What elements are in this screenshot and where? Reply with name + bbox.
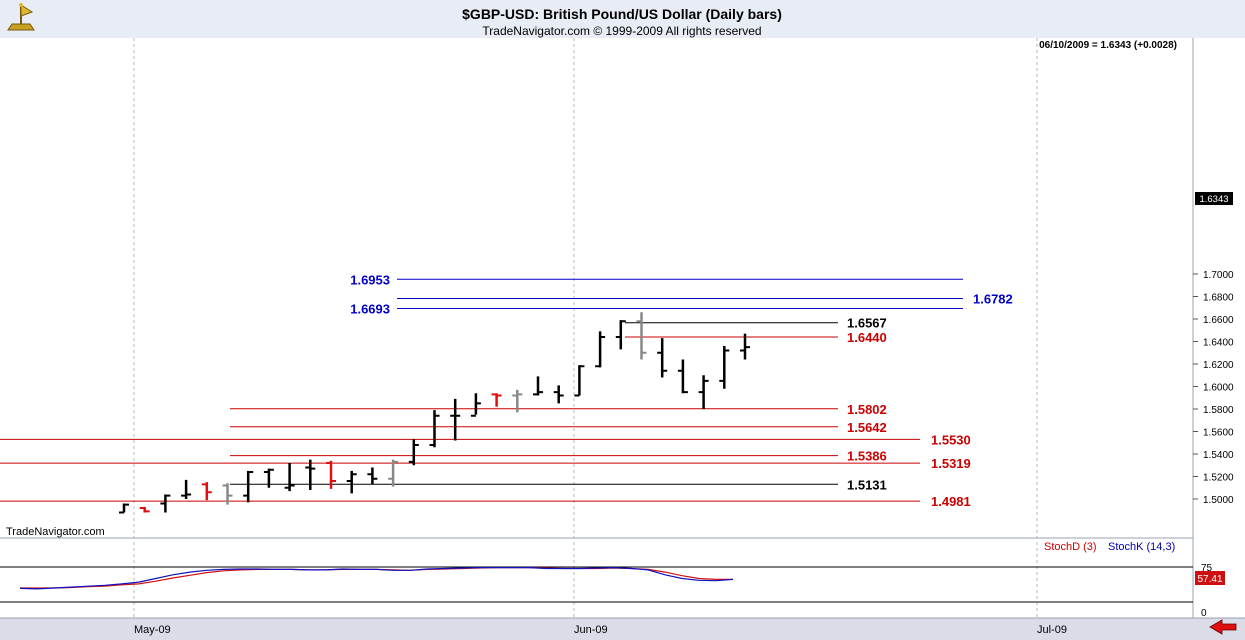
chart-title: $GBP-USD: British Pound/US Dollar (Daily… bbox=[462, 6, 782, 22]
ohlc-bar bbox=[429, 410, 440, 448]
price-tick-label: 1.6200 bbox=[1203, 360, 1234, 371]
ohlc-bar bbox=[740, 333, 750, 360]
time-axis: May-09 Jun-09 Jul-09 bbox=[134, 624, 1067, 636]
ohlc-bar bbox=[263, 468, 274, 488]
title-bar bbox=[0, 0, 1245, 38]
ohlc-bar bbox=[201, 482, 212, 501]
level-label: 1.6440 bbox=[847, 330, 887, 345]
price-tick-label: 1.5600 bbox=[1203, 428, 1234, 439]
ohlc-bar bbox=[553, 385, 564, 404]
ohlc-bar bbox=[326, 460, 336, 489]
level-label: 1.6782 bbox=[973, 292, 1013, 307]
trade-navigator-logo-icon bbox=[7, 3, 35, 31]
ohlc-bar bbox=[470, 393, 481, 417]
chart-subtitle: TradeNavigator.com © 1999-2009 All right… bbox=[482, 24, 761, 38]
ohlc-bar bbox=[512, 389, 523, 413]
ohlc-bar bbox=[574, 365, 585, 397]
ohlc-bar bbox=[222, 483, 233, 505]
ohlc-bar bbox=[139, 506, 150, 513]
watermark-label: TradeNavigator.com bbox=[6, 526, 105, 538]
price-tick-label: 1.6000 bbox=[1203, 383, 1234, 394]
time-tick-label: Jul-09 bbox=[1037, 624, 1067, 636]
price-tick-label: 1.5000 bbox=[1203, 495, 1234, 506]
last-price-value: 1.6343 bbox=[1199, 194, 1228, 205]
level-label: 1.5131 bbox=[847, 477, 887, 492]
ohlc-bar bbox=[615, 320, 626, 350]
last-price-tag: 1.6343 bbox=[1195, 192, 1233, 205]
ohlc-bar bbox=[491, 393, 502, 407]
ohlc-bar bbox=[636, 312, 647, 360]
stoch-k-line bbox=[19, 566, 734, 590]
ohlc-bar bbox=[305, 459, 316, 490]
ohlc-bar bbox=[243, 470, 254, 503]
ohlc-bar bbox=[284, 463, 295, 492]
time-tick-label: May-09 bbox=[134, 624, 171, 636]
level-label: 1.5802 bbox=[847, 402, 887, 417]
level-label: 1.5319 bbox=[931, 456, 971, 471]
level-label: 1.4981 bbox=[931, 494, 971, 509]
level-label: 1.5386 bbox=[847, 449, 887, 464]
price-tick-label: 1.7000 bbox=[1203, 270, 1234, 281]
ohlc-bar bbox=[408, 439, 419, 466]
ohlc-bars bbox=[119, 312, 750, 514]
ohlc-bar bbox=[160, 494, 171, 513]
ohlc-bar bbox=[181, 479, 192, 499]
stochastic-panel: StochD (3) StochK (14,3) 75 0 57.41 bbox=[0, 541, 1225, 619]
price-tick-label: 1.5400 bbox=[1203, 450, 1234, 461]
ohlc-bar bbox=[657, 338, 668, 378]
price-tick-label: 1.6600 bbox=[1203, 315, 1234, 326]
ohlc-bar bbox=[677, 359, 688, 394]
stoch-k-legend: StochK (14,3) bbox=[1108, 541, 1175, 553]
price-tick-label: 1.6800 bbox=[1203, 293, 1234, 304]
price-tick-label: 1.5200 bbox=[1203, 473, 1234, 484]
level-label: 1.5642 bbox=[847, 420, 887, 435]
scroll-right-arrow-icon[interactable] bbox=[1209, 619, 1237, 635]
ohlc-bar bbox=[119, 503, 129, 514]
time-axis-bar bbox=[0, 618, 1245, 640]
price-tick-label: 1.6400 bbox=[1203, 338, 1234, 349]
level-label: 1.6567 bbox=[847, 316, 887, 331]
ohlc-bar bbox=[719, 346, 730, 389]
ohlc-bar bbox=[367, 467, 378, 485]
stoch-tick-75: 75 bbox=[1201, 563, 1213, 574]
level-label: 1.6953 bbox=[350, 272, 390, 287]
price-axis: 1.5000 1.5200 1.5400 1.5600 1.5800 1.6000 1.62… bbox=[1193, 270, 1234, 506]
grid bbox=[133, 38, 1038, 618]
level-label: 1.6693 bbox=[350, 302, 390, 317]
price-tick-label: 1.5800 bbox=[1203, 405, 1234, 416]
stoch-value-tag bbox=[1195, 571, 1225, 585]
time-tick-label: Jun-09 bbox=[574, 624, 608, 636]
ohlc-bar bbox=[450, 398, 461, 441]
ohlc-bar bbox=[595, 331, 606, 368]
stoch-value: 57.41 bbox=[1197, 574, 1222, 585]
stoch-d-legend: StochD (3) bbox=[1044, 541, 1097, 553]
quote-readout: 06/10/2009 = 1.6343 (+0.0028) bbox=[1039, 40, 1177, 51]
level-label: 1.5530 bbox=[931, 432, 971, 447]
ohlc-bar bbox=[388, 459, 399, 487]
stoch-tick-0: 0 bbox=[1201, 608, 1207, 619]
ohlc-bar bbox=[698, 375, 709, 409]
ohlc-bar bbox=[346, 470, 357, 494]
ohlc-bar bbox=[533, 376, 543, 396]
